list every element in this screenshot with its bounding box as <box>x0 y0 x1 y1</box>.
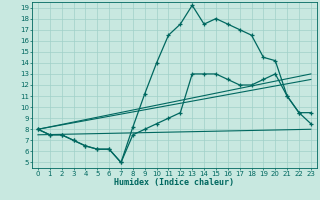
X-axis label: Humidex (Indice chaleur): Humidex (Indice chaleur) <box>115 178 234 187</box>
